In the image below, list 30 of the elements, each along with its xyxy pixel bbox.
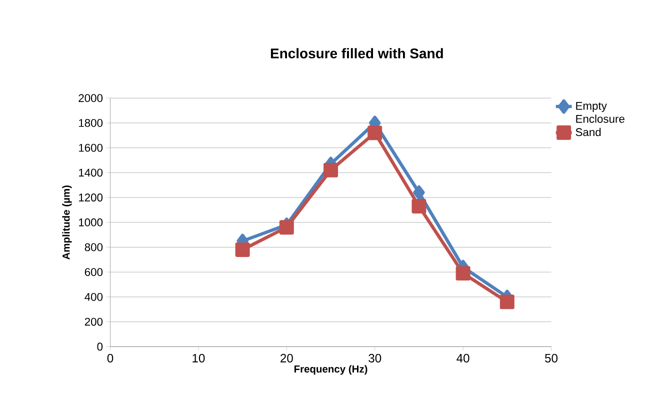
y-tick-label: 600: [84, 268, 103, 276]
y-tick-label: 1200: [78, 193, 103, 202]
y-tick-label: 1400: [78, 168, 103, 176]
y-tick-label: 1000: [78, 218, 103, 226]
x-tick-label: 20: [280, 354, 293, 362]
point: [412, 198, 426, 214]
x-tick-label: 0: [107, 354, 114, 362]
x-tick-label: 10: [192, 354, 205, 362]
y-axis-title: Amplitude (µm): [62, 185, 72, 260]
x-tick-label: 50: [545, 354, 558, 362]
x-axis-title: Frequency (Hz): [294, 364, 368, 374]
point: [500, 294, 514, 309]
point: [324, 162, 338, 178]
point: [368, 125, 382, 140]
legend-label: Empty Enclosure: [576, 102, 624, 123]
y-tick-label: 1800: [78, 118, 103, 127]
y-tick-label: 200: [84, 318, 103, 326]
point: [279, 220, 294, 234]
x-tick-label: 30: [368, 354, 382, 362]
point: [235, 242, 250, 257]
y-tick-label: 1600: [78, 144, 103, 152]
y-tick-label: 800: [84, 243, 103, 251]
y-tick-label: 400: [84, 292, 103, 301]
y-tick-label: 2000: [78, 94, 103, 102]
x-tick-label: 40: [456, 354, 470, 362]
point: [456, 266, 470, 280]
y-tick-label: 0: [97, 342, 103, 350]
legend-label: Sand: [576, 128, 601, 136]
chart-title: Enclosure filled with Sand: [270, 48, 443, 58]
point: [413, 185, 425, 200]
